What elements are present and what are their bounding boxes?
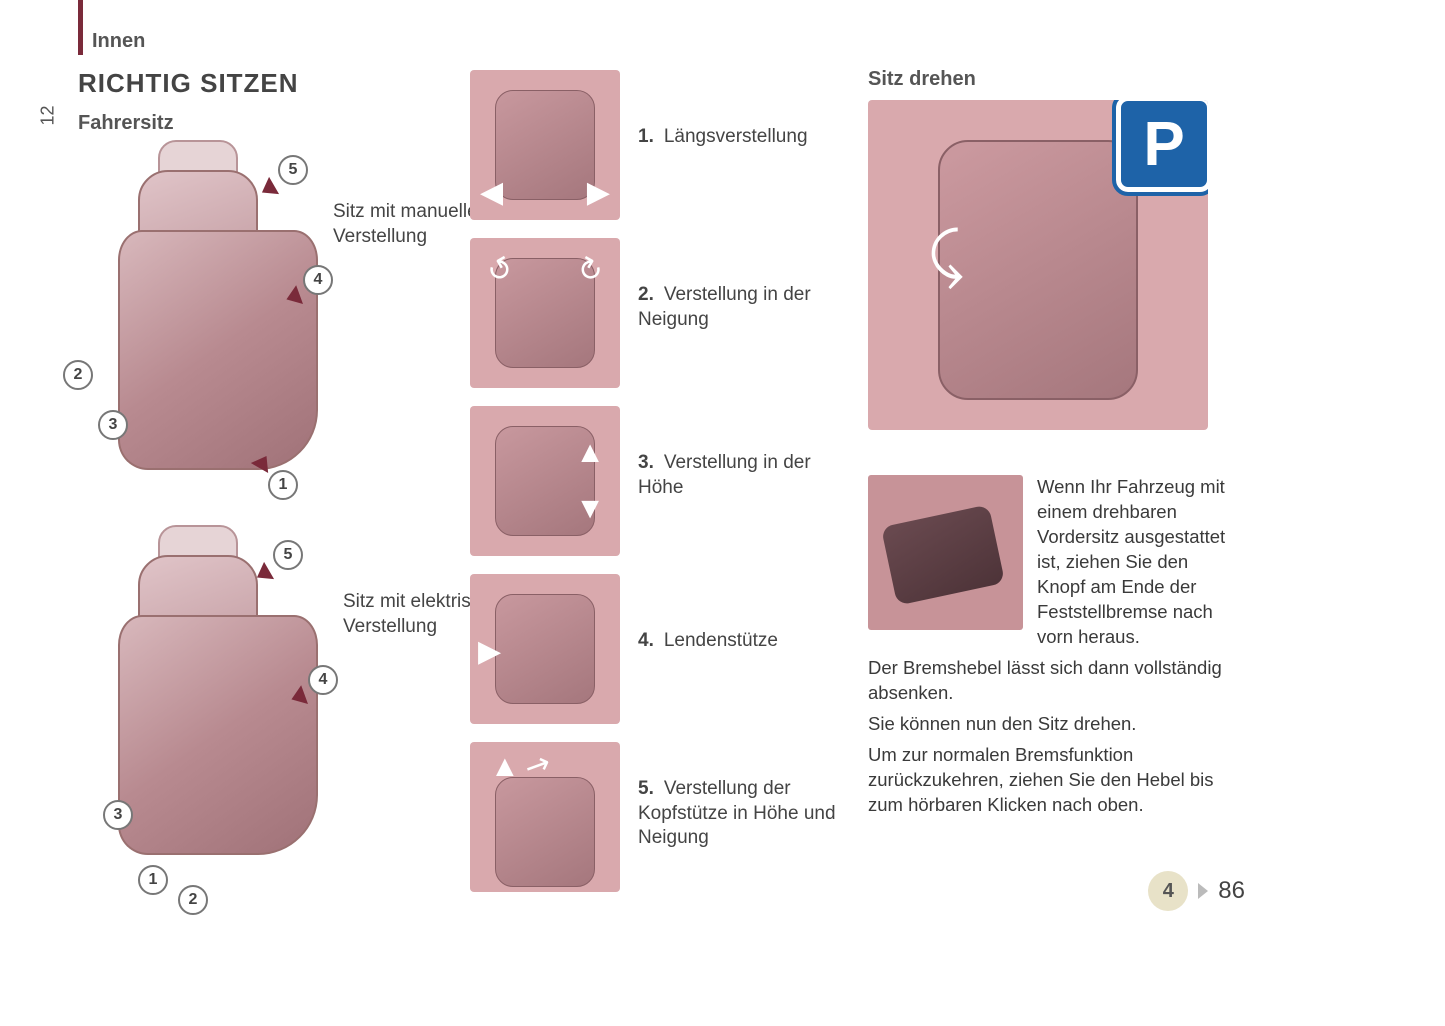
callout-1-num: 1 [279, 476, 288, 494]
callout-3-num: 3 [114, 806, 123, 824]
reference-page-number: 86 [1218, 877, 1245, 905]
parking-icon: P [1116, 100, 1208, 192]
callout-arrow [257, 177, 279, 201]
handbrake-lever-shape [881, 504, 1005, 605]
callout-1-num: 1 [149, 871, 158, 889]
page-number-left: 12 [38, 105, 59, 125]
arrow-up-icon: ▲ [575, 436, 605, 470]
seat-illustration: 5 4 2 3 1 [78, 150, 358, 510]
callout-5-num: 5 [289, 161, 298, 179]
callout-1: 1 [138, 865, 168, 895]
page-reference: 4 86 [1148, 871, 1245, 911]
callout-2: 2 [178, 885, 208, 915]
step-num: 1. [638, 126, 654, 147]
callout-4: 4 [303, 265, 333, 295]
adjustment-steps-column: ◀ ▶ 1.Längsverstellung ↺ ↻ 2.Verstellung… [470, 70, 840, 910]
callout-2-num: 2 [189, 891, 198, 909]
seat-illustration: 5 4 3 1 2 [78, 535, 358, 895]
step-text: Lendenstütze [664, 630, 778, 651]
mini-seat-icon [495, 90, 595, 200]
rotate-arrow-icon: ⤹ [928, 220, 1028, 300]
side-accent-bar [78, 0, 83, 55]
arrow-left-icon: ◀ [480, 175, 503, 210]
mini-seat-icon [495, 594, 595, 704]
handbrake-illustration [868, 475, 1023, 630]
subheading-sitz-drehen: Sitz drehen [868, 68, 976, 91]
step-label-2: 2.Verstellung in der Neigung [638, 283, 840, 332]
rotate-p2: Der Bremshebel lässt sich dann vollständ… [868, 656, 1238, 706]
rotate-p3: Sie können nun den Sitz drehen. [868, 712, 1238, 737]
triangle-right-icon [1198, 883, 1208, 899]
section-label: Innen [92, 30, 145, 53]
thumb-longitudinal: ◀ ▶ [470, 70, 620, 220]
callout-5-num: 5 [284, 546, 293, 564]
step-text: Verstellung der Kopfstütze in Höhe und N… [638, 778, 836, 848]
subheading-fahrersitz: Fahrersitz [78, 112, 174, 135]
arrow-right-icon: ▶ [478, 634, 501, 669]
rotate-p4: Um zur normalen Bremsfunktion zurückzuke… [868, 743, 1238, 818]
step-num: 4. [638, 630, 654, 651]
seat-base-shape [118, 230, 318, 470]
thumb-tilt: ↺ ↻ [470, 238, 620, 388]
seat-diagram-manual: 5 4 2 3 1 Sitz mit manueller Verstellung [78, 150, 438, 510]
callout-1: 1 [268, 470, 298, 500]
step-row-3: ▲ ▼ 3.Verstellung in der Höhe [470, 406, 840, 556]
step-row-5: ▲ ↗ 5.Verstellung der Kopfstütze in Höhe… [470, 742, 840, 892]
step-label-3: 3.Verstellung in der Höhe [638, 451, 840, 500]
callout-3: 3 [98, 410, 128, 440]
step-row-2: ↺ ↻ 2.Verstellung in der Neigung [470, 238, 840, 388]
mini-seat-icon [495, 777, 595, 887]
callout-2: 2 [63, 360, 93, 390]
seat-diagram-electric: 5 4 3 1 2 Sitz mit elektrischer Verstell… [78, 535, 438, 895]
step-num: 5. [638, 778, 654, 799]
chapter-circle: 4 [1148, 871, 1188, 911]
thumb-headrest: ▲ ↗ [470, 742, 620, 892]
step-label-5: 5.Verstellung der Kopfstütze in Höhe und… [638, 777, 840, 851]
step-text: Verstellung in der Neigung [638, 284, 811, 330]
callout-4: 4 [308, 665, 338, 695]
step-text: Verstellung in der Höhe [638, 452, 811, 498]
thumb-lumbar: ▶ [470, 574, 620, 724]
callout-5: 5 [273, 540, 303, 570]
step-num: 3. [638, 452, 654, 473]
step-label-4: 4. Lendenstütze [638, 629, 778, 654]
seat-base-shape [118, 615, 318, 855]
step-row-4: ▶ 4. Lendenstütze [470, 574, 840, 724]
step-label-1: 1. Längsverstellung [638, 125, 808, 150]
arrow-right-icon: ▶ [587, 175, 610, 210]
rotate-seat-illustration: ⤹ P [868, 100, 1208, 430]
step-row-1: ◀ ▶ 1. Längsverstellung [470, 70, 840, 220]
main-heading: RICHTIG SITZEN [78, 68, 299, 99]
callout-4-num: 4 [319, 671, 328, 689]
parking-letter: P [1143, 109, 1184, 180]
thumb-height: ▲ ▼ [470, 406, 620, 556]
chapter-number: 4 [1163, 880, 1174, 903]
arrow-down-icon: ▼ [575, 492, 605, 526]
rotate-seat-text-block: Wenn Ihr Fahrzeug mit einem drehbaren Vo… [868, 475, 1238, 824]
callout-5: 5 [278, 155, 308, 185]
callout-3: 3 [103, 800, 133, 830]
step-text: Längsverstellung [664, 126, 808, 147]
callout-2-num: 2 [74, 366, 83, 384]
callout-3-num: 3 [109, 416, 118, 434]
arrow-up-icon: ▲ [490, 750, 520, 784]
step-num: 2. [638, 284, 654, 305]
callout-4-num: 4 [314, 271, 323, 289]
